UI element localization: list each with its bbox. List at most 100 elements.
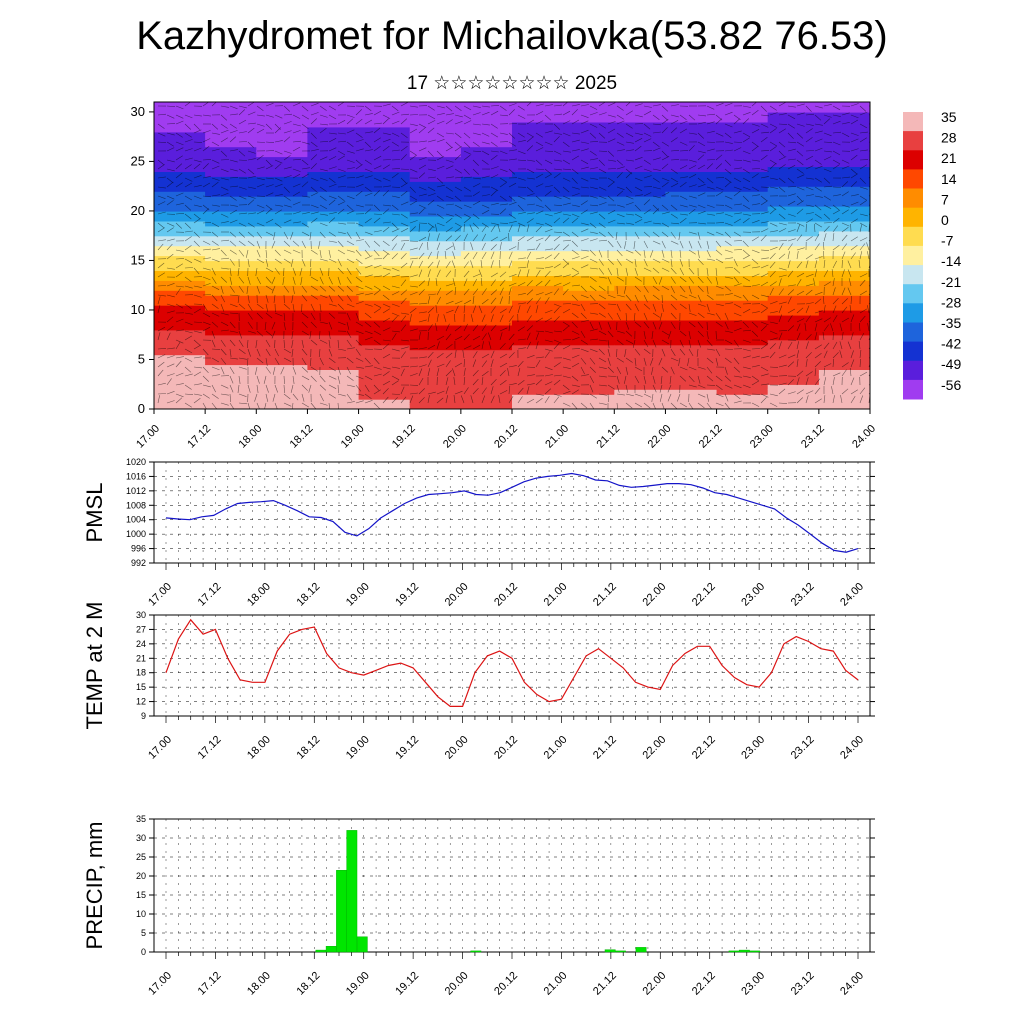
wind-barb bbox=[607, 276, 612, 285]
wind-barb bbox=[778, 186, 786, 193]
heatmap-cell bbox=[256, 280, 308, 286]
heatmap-cell bbox=[460, 329, 513, 336]
wind-barb bbox=[742, 204, 751, 210]
heatmap-cell bbox=[563, 215, 615, 222]
wind-barb bbox=[742, 137, 750, 143]
heatmap-cell bbox=[614, 230, 666, 237]
wind-barb bbox=[688, 366, 697, 371]
heatmap-cell bbox=[256, 210, 308, 217]
wind-barb bbox=[643, 384, 646, 393]
wind-barb bbox=[535, 297, 541, 305]
wind-barb bbox=[859, 164, 867, 170]
wind-barb bbox=[328, 303, 337, 307]
wind-barb bbox=[490, 174, 499, 179]
heatmap-cell bbox=[358, 131, 411, 138]
wind-barb bbox=[742, 168, 750, 174]
wind-barb bbox=[157, 176, 166, 179]
heatmap-cell bbox=[154, 394, 206, 400]
heatmap-cell bbox=[409, 285, 462, 291]
heatmap-cell bbox=[563, 181, 615, 187]
wind-barb bbox=[589, 150, 597, 156]
wind-barb bbox=[571, 231, 579, 238]
wind-barb bbox=[193, 231, 200, 238]
wind-barb bbox=[769, 105, 777, 111]
wind-barb bbox=[373, 275, 382, 278]
wind-barb bbox=[472, 252, 478, 260]
heatmap-cell bbox=[154, 181, 206, 187]
wind-barb bbox=[481, 175, 490, 179]
wind-barb bbox=[273, 231, 276, 240]
wind-barb bbox=[460, 395, 465, 404]
wind-barb bbox=[382, 138, 391, 143]
wind-barb bbox=[841, 159, 850, 164]
wind-barb bbox=[841, 251, 846, 260]
wind-barb bbox=[670, 366, 675, 375]
wind-barb bbox=[490, 260, 494, 269]
wind-barb bbox=[481, 341, 484, 350]
wind-barb bbox=[264, 402, 267, 409]
wind-barb bbox=[724, 276, 733, 279]
y-tick-label: 996 bbox=[131, 544, 146, 554]
colorbar-label: -7 bbox=[941, 233, 954, 249]
heatmap-cell bbox=[563, 389, 615, 395]
wind-barb bbox=[796, 307, 804, 314]
heatmap-cell bbox=[307, 260, 360, 267]
y-axis-label: TEMP at 2 M bbox=[82, 602, 107, 730]
wind-barb bbox=[850, 396, 856, 404]
heatmap-cell bbox=[460, 344, 513, 351]
wind-barb bbox=[427, 222, 435, 228]
wind-barb bbox=[373, 373, 382, 377]
wind-barb bbox=[832, 287, 836, 296]
wind-barb bbox=[443, 314, 447, 323]
wind-barb bbox=[427, 261, 434, 269]
wind-barb bbox=[184, 148, 193, 152]
wind-barb bbox=[157, 382, 166, 386]
heatmap-cell bbox=[307, 161, 360, 167]
wind-barb bbox=[301, 258, 306, 267]
wind-barb bbox=[841, 222, 850, 227]
heatmap-cell bbox=[460, 384, 513, 390]
wind-barb bbox=[580, 129, 589, 134]
wind-barb bbox=[202, 303, 208, 311]
wind-barb bbox=[778, 150, 785, 157]
heatmap-cell bbox=[409, 379, 462, 385]
wind-barb bbox=[796, 350, 799, 359]
heatmap-cell bbox=[307, 191, 360, 197]
wind-barb bbox=[193, 123, 200, 130]
wind-barb bbox=[364, 231, 373, 235]
heatmap-cell bbox=[665, 186, 718, 192]
wind-barb bbox=[769, 146, 777, 152]
wind-barb bbox=[778, 228, 787, 233]
wind-barb bbox=[814, 147, 823, 152]
heatmap-cell bbox=[460, 191, 513, 197]
wind-barb bbox=[814, 186, 822, 192]
heatmap-cell bbox=[154, 225, 206, 232]
wind-barb bbox=[373, 389, 381, 395]
heatmap-cell bbox=[409, 166, 462, 172]
wind-barb bbox=[661, 127, 668, 134]
heatmap-cell bbox=[563, 260, 615, 267]
wind-barb bbox=[607, 303, 617, 305]
wind-barb bbox=[706, 163, 714, 170]
wind-barb bbox=[274, 348, 279, 357]
wind-barb bbox=[400, 182, 408, 188]
wind-barb bbox=[580, 285, 587, 292]
wind-barb bbox=[229, 285, 235, 293]
wind-barb bbox=[346, 312, 351, 321]
wind-barb bbox=[265, 114, 274, 118]
wind-barb bbox=[724, 240, 732, 246]
heatmap-cell bbox=[358, 107, 411, 113]
wind-barb bbox=[184, 402, 192, 408]
colorbar-swatch bbox=[903, 284, 923, 304]
y-tick-label: 20 bbox=[136, 871, 146, 881]
wind-barb bbox=[661, 330, 670, 336]
wind-barb bbox=[292, 393, 299, 401]
wind-barb bbox=[319, 213, 328, 216]
wind-barb bbox=[580, 186, 589, 189]
wind-barb bbox=[724, 402, 731, 409]
wind-barb bbox=[697, 384, 706, 389]
wind-barb bbox=[472, 278, 478, 287]
wind-barb bbox=[301, 393, 305, 402]
wind-barb bbox=[418, 223, 420, 233]
colorbar-swatch bbox=[903, 360, 923, 381]
